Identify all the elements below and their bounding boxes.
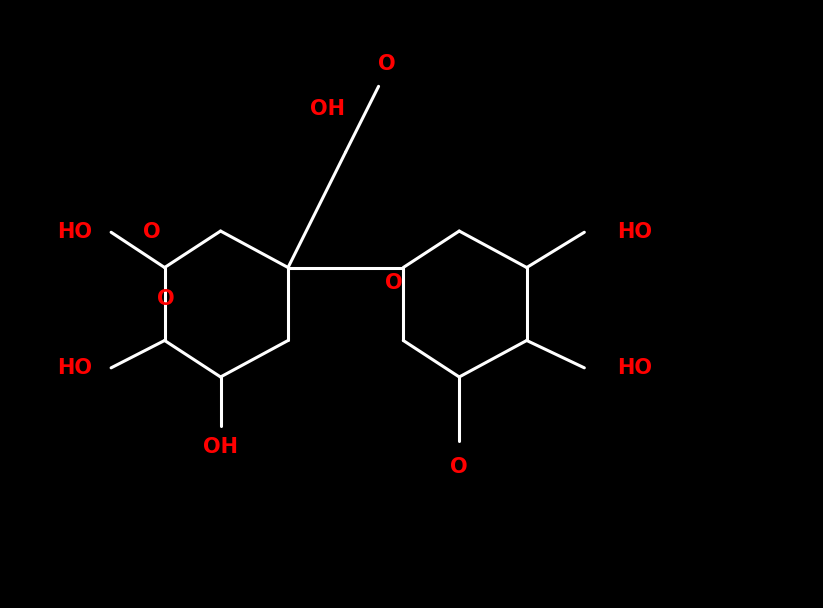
Text: HO: HO [58, 358, 93, 378]
Text: O: O [450, 457, 468, 477]
Text: O: O [143, 223, 160, 242]
Text: HO: HO [617, 358, 653, 378]
Text: O: O [378, 54, 396, 74]
Text: HO: HO [617, 223, 653, 242]
Text: HO: HO [58, 223, 93, 242]
Text: OH: OH [310, 100, 345, 119]
Text: O: O [157, 289, 175, 309]
Text: O: O [384, 273, 402, 292]
Text: OH: OH [203, 437, 238, 457]
